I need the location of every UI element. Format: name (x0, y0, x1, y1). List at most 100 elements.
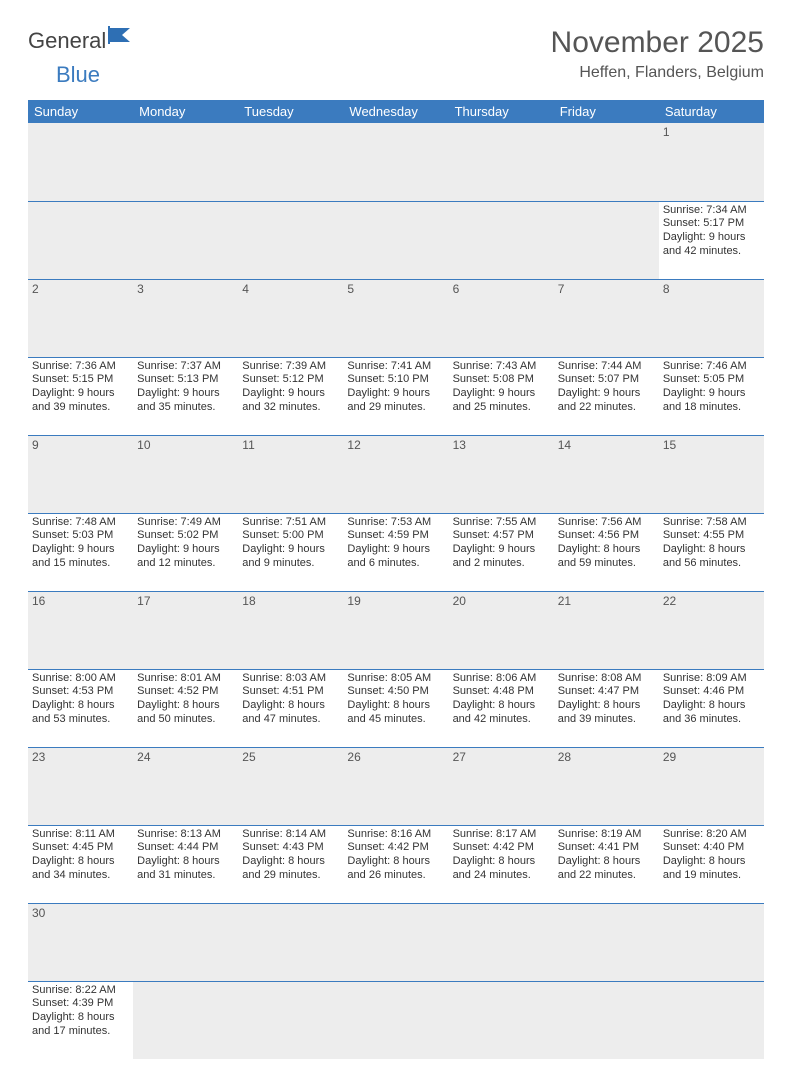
sunset-text: Sunset: 4:46 PM (663, 685, 760, 699)
daynum-cell (449, 903, 554, 981)
day-content: Sunrise: 7:49 AMSunset: 5:02 PMDaylight:… (137, 516, 234, 571)
day-cell: Sunrise: 7:41 AMSunset: 5:10 PMDaylight:… (343, 357, 448, 435)
daynum-cell: 2 (28, 279, 133, 357)
day-cell (554, 981, 659, 1059)
day-number: 20 (453, 594, 466, 608)
month-title: November 2025 (551, 26, 764, 60)
daynum-cell (238, 903, 343, 981)
day-number: 12 (347, 438, 360, 452)
weekday-header: Friday (554, 100, 659, 123)
daynum-cell: 14 (554, 435, 659, 513)
day-content: Sunrise: 7:41 AMSunset: 5:10 PMDaylight:… (347, 360, 444, 415)
sunset-text: Sunset: 5:03 PM (32, 529, 129, 543)
day-number: 10 (137, 438, 150, 452)
sunrise-text: Sunrise: 8:19 AM (558, 828, 655, 842)
sunrise-text: Sunrise: 7:34 AM (663, 204, 760, 218)
sunrise-text: Sunrise: 7:53 AM (347, 516, 444, 530)
day-cell: Sunrise: 8:01 AMSunset: 4:52 PMDaylight:… (133, 669, 238, 747)
daylight-text: Daylight: 9 hours and 9 minutes. (242, 543, 339, 571)
sunset-text: Sunset: 4:52 PM (137, 685, 234, 699)
daynum-cell: 6 (449, 279, 554, 357)
daynum-cell: 12 (343, 435, 448, 513)
day-content: Sunrise: 7:36 AMSunset: 5:15 PMDaylight:… (32, 360, 129, 415)
sunrise-text: Sunrise: 8:16 AM (347, 828, 444, 842)
day-number: 9 (32, 438, 39, 452)
day-number: 15 (663, 438, 676, 452)
daylight-text: Daylight: 9 hours and 42 minutes. (663, 231, 760, 259)
daylight-text: Daylight: 8 hours and 59 minutes. (558, 543, 655, 571)
day-cell: Sunrise: 8:09 AMSunset: 4:46 PMDaylight:… (659, 669, 764, 747)
logo-text-1: General (28, 30, 106, 52)
sunset-text: Sunset: 4:42 PM (347, 841, 444, 855)
day-cell: Sunrise: 7:36 AMSunset: 5:15 PMDaylight:… (28, 357, 133, 435)
daylight-text: Daylight: 8 hours and 24 minutes. (453, 855, 550, 883)
day-content: Sunrise: 8:08 AMSunset: 4:47 PMDaylight:… (558, 672, 655, 727)
day-cell: Sunrise: 8:19 AMSunset: 4:41 PMDaylight:… (554, 825, 659, 903)
day-cell (449, 201, 554, 279)
sunrise-text: Sunrise: 7:41 AM (347, 360, 444, 374)
daylight-text: Daylight: 8 hours and 22 minutes. (558, 855, 655, 883)
day-content: Sunrise: 7:43 AMSunset: 5:08 PMDaylight:… (453, 360, 550, 415)
daylight-text: Daylight: 9 hours and 32 minutes. (242, 387, 339, 415)
sunset-text: Sunset: 4:44 PM (137, 841, 234, 855)
daylight-text: Daylight: 8 hours and 31 minutes. (137, 855, 234, 883)
weekday-header: Thursday (449, 100, 554, 123)
daynum-cell: 17 (133, 591, 238, 669)
logo-flag-icon (106, 26, 134, 52)
daylight-text: Daylight: 8 hours and 56 minutes. (663, 543, 760, 571)
sunset-text: Sunset: 4:47 PM (558, 685, 655, 699)
daylight-text: Daylight: 8 hours and 39 minutes. (558, 699, 655, 727)
day-number: 13 (453, 438, 466, 452)
weekday-header: Saturday (659, 100, 764, 123)
day-cell: Sunrise: 8:00 AMSunset: 4:53 PMDaylight:… (28, 669, 133, 747)
day-content: Sunrise: 8:13 AMSunset: 4:44 PMDaylight:… (137, 828, 234, 883)
sunrise-text: Sunrise: 8:00 AM (32, 672, 129, 686)
daynum-row: 1 (28, 123, 764, 201)
daylight-text: Daylight: 9 hours and 39 minutes. (32, 387, 129, 415)
sunset-text: Sunset: 4:59 PM (347, 529, 444, 543)
sunset-text: Sunset: 4:43 PM (242, 841, 339, 855)
day-number: 21 (558, 594, 571, 608)
title-block: November 2025 Heffen, Flanders, Belgium (551, 26, 764, 82)
day-content: Sunrise: 8:16 AMSunset: 4:42 PMDaylight:… (347, 828, 444, 883)
daylight-text: Daylight: 8 hours and 34 minutes. (32, 855, 129, 883)
daynum-cell: 16 (28, 591, 133, 669)
daylight-text: Daylight: 9 hours and 12 minutes. (137, 543, 234, 571)
daylight-text: Daylight: 8 hours and 42 minutes. (453, 699, 550, 727)
sunrise-text: Sunrise: 7:48 AM (32, 516, 129, 530)
daynum-cell: 11 (238, 435, 343, 513)
daynum-cell (28, 123, 133, 201)
day-number: 29 (663, 750, 676, 764)
daylight-text: Daylight: 9 hours and 15 minutes. (32, 543, 129, 571)
daynum-cell (554, 903, 659, 981)
daylight-text: Daylight: 9 hours and 2 minutes. (453, 543, 550, 571)
sunset-text: Sunset: 4:57 PM (453, 529, 550, 543)
day-cell: Sunrise: 7:44 AMSunset: 5:07 PMDaylight:… (554, 357, 659, 435)
weekday-header: Tuesday (238, 100, 343, 123)
day-cell: Sunrise: 7:56 AMSunset: 4:56 PMDaylight:… (554, 513, 659, 591)
daynum-row: 2345678 (28, 279, 764, 357)
day-content: Sunrise: 8:19 AMSunset: 4:41 PMDaylight:… (558, 828, 655, 883)
day-cell: Sunrise: 8:13 AMSunset: 4:44 PMDaylight:… (133, 825, 238, 903)
day-number: 11 (242, 438, 254, 452)
daynum-cell: 19 (343, 591, 448, 669)
day-content: Sunrise: 8:01 AMSunset: 4:52 PMDaylight:… (137, 672, 234, 727)
day-cell (133, 201, 238, 279)
daynum-cell: 28 (554, 747, 659, 825)
sunset-text: Sunset: 4:39 PM (32, 997, 129, 1011)
daynum-cell (133, 903, 238, 981)
sunrise-text: Sunrise: 7:39 AM (242, 360, 339, 374)
daynum-cell: 7 (554, 279, 659, 357)
daylight-text: Daylight: 9 hours and 25 minutes. (453, 387, 550, 415)
weekday-header: Sunday (28, 100, 133, 123)
daylight-text: Daylight: 8 hours and 17 minutes. (32, 1011, 129, 1039)
day-number: 25 (242, 750, 255, 764)
sunset-text: Sunset: 5:10 PM (347, 373, 444, 387)
sunrise-text: Sunrise: 7:55 AM (453, 516, 550, 530)
day-cell: Sunrise: 7:58 AMSunset: 4:55 PMDaylight:… (659, 513, 764, 591)
sunset-text: Sunset: 4:51 PM (242, 685, 339, 699)
logo: General (28, 26, 134, 52)
sunrise-text: Sunrise: 8:09 AM (663, 672, 760, 686)
day-cell: Sunrise: 7:34 AMSunset: 5:17 PMDaylight:… (659, 201, 764, 279)
daylight-text: Daylight: 8 hours and 47 minutes. (242, 699, 339, 727)
